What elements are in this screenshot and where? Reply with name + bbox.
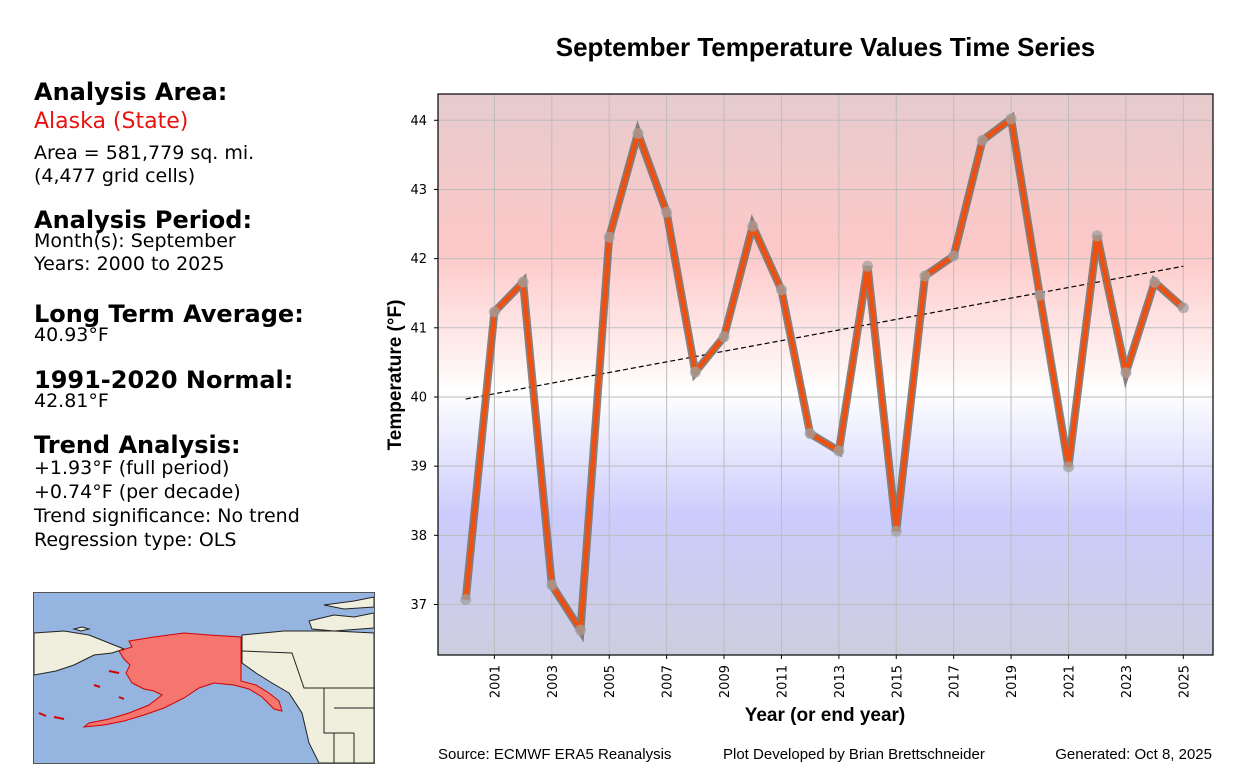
chart-svg: 37 38 39 40 41 42 43 44 2001 2003 2005 2007 2009 201… [385,93,1214,726]
x-tick-label: 2017 [948,665,963,698]
map-land-arctic-islands [308,596,374,632]
x-tick-label: 2025 [1177,665,1192,698]
trend-full: +1.93°F (full period) [34,457,230,479]
data-point [833,445,845,457]
data-point [689,366,701,378]
data-point [1005,113,1017,125]
data-point [546,579,558,591]
x-tick-label: 2023 [1120,665,1135,698]
lta-value: 40.93°F [34,324,109,346]
data-point [948,250,960,262]
x-tick-label: 2007 [661,665,676,698]
normal-heading: 1991-2020 Normal: [34,366,294,394]
y-tick-label: 39 [410,460,427,475]
trend-line-group [465,265,1184,400]
y-tick-label: 42 [410,252,427,267]
data-point [775,284,787,296]
data-point [1177,302,1189,314]
y-axis: 37 38 39 40 41 42 43 44 [410,114,438,613]
x-tick-label: 2011 [775,665,790,698]
normal-value: 42.81°F [34,390,109,412]
y-tick-label: 37 [410,598,427,613]
data-point [747,220,759,232]
data-point [718,331,730,343]
trend-line [465,265,1184,400]
y-axis-label: Temperature (°F) [385,300,406,451]
x-axis-label: Year (or end year) [745,705,906,726]
data-point [919,270,931,282]
x-axis: 2001 2003 2005 2007 2009 2011 2013 2015 2017 2019… [488,655,1192,698]
data-point [1062,461,1074,473]
series-line [463,114,1185,638]
data-point [1091,230,1103,242]
period-years: Years: 2000 to 2025 [34,253,225,275]
chart-title: September Temperature Values Time Series [555,32,1096,62]
data-point [890,525,902,537]
map-land-siberia [34,630,126,676]
data-point [460,594,472,606]
x-tick-label: 2015 [890,665,905,698]
data-point [661,206,673,218]
trend-heading: Trend Analysis: [34,431,241,459]
area-size: Area = 581,779 sq. mi. [34,142,255,164]
footer-generated: Generated: Oct 8, 2025 [1055,746,1212,763]
x-tick-label: 2009 [718,665,733,698]
data-point [1034,289,1046,301]
area-heading: Analysis Area: [34,78,228,106]
data-point [488,306,500,318]
x-tick-label: 2001 [488,665,503,698]
period-months: Month(s): September [34,230,236,252]
data-point [603,231,615,243]
series-group [460,111,1189,643]
x-tick-label: 2013 [833,665,848,698]
y-tick-label: 40 [410,390,427,405]
locator-map [33,592,375,764]
x-tick-label: 2005 [603,665,618,698]
data-point [1120,367,1132,379]
locator-map-svg [34,596,374,763]
data-point [575,624,587,636]
info-panel: Analysis Area: Alaska (State) Area = 581… [34,78,384,552]
data-point [632,127,644,139]
grid-cells: (4,477 grid cells) [34,165,196,187]
data-point [804,428,816,440]
regression-type: Regression type: OLS [34,529,237,551]
footer-source: Source: ECMWF ERA5 Reanalysis [438,746,672,763]
plot-frame [437,93,1214,656]
map-alaska-highlight [82,632,283,728]
data-point [862,260,874,272]
y-tick-label: 44 [410,114,427,129]
period-heading: Analysis Period: [34,206,253,234]
data-point [517,276,529,288]
data-point [976,134,988,146]
lta-heading: Long Term Average: [34,300,304,328]
map-land-small-island [72,626,91,632]
footer-developer: Plot Developed by Brian Brettschneider [723,746,985,763]
map-canada-borders [241,650,374,763]
data-point [1149,276,1161,288]
y-tick-label: 41 [410,321,427,336]
trend-significance: Trend significance: No trend [34,505,300,527]
x-tick-label: 2019 [1005,665,1020,698]
x-tick-label: 2003 [546,665,561,698]
area-name: Alaska (State) [34,109,189,134]
y-tick-label: 43 [410,183,427,198]
x-tick-label: 2021 [1062,665,1077,698]
map-aleutians [38,670,125,720]
y-tick-label: 38 [410,529,427,544]
trend-decade: +0.74°F (per decade) [34,481,241,503]
